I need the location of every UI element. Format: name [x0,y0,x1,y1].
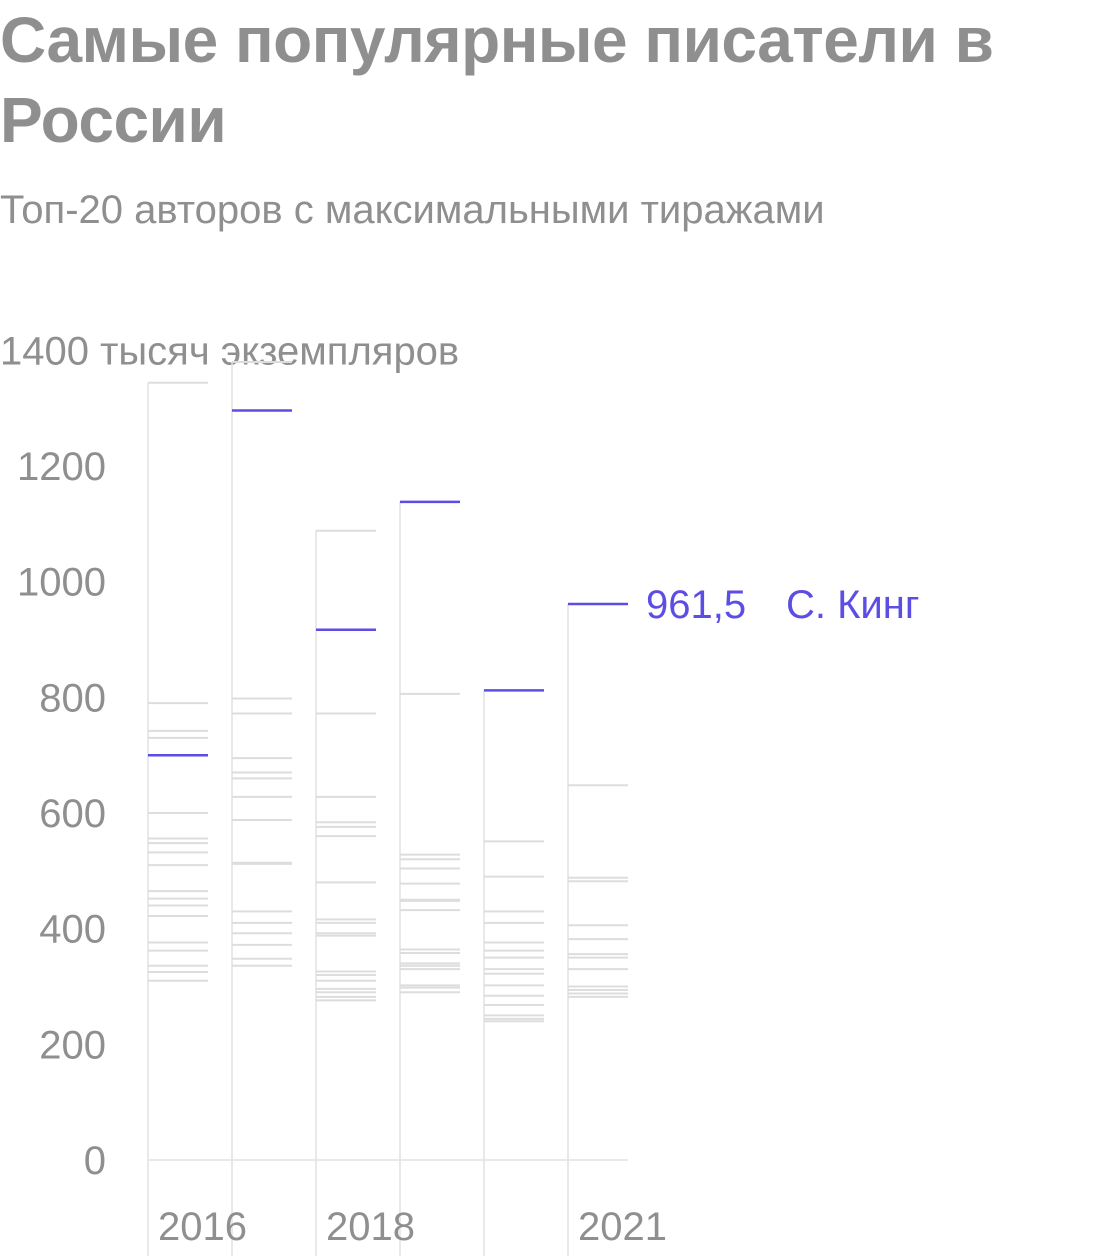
annotation-value: 961,5 [646,583,746,627]
y-tick-label: 800 [39,676,106,720]
column-guide-lines [147,361,569,1256]
y-tick-label: 400 [39,908,106,952]
author-marks [148,360,628,1023]
y-tick-label: 600 [39,792,106,836]
y-tick-label: 0 [84,1139,106,1183]
x-tick-label: 2016 [158,1205,247,1249]
y-axis-tick-labels: 0 200 400 600 800 1000 1200 1400 тысяч экземпля… [0,329,459,1183]
highlight-marks [148,409,628,757]
x-tick-label: 2018 [326,1205,415,1249]
chart-title: Самые популярные писатели в России [0,4,994,156]
annotation-author: С. Кинг [786,583,919,627]
y-tick-label: 1000 [17,561,106,605]
chart-subtitle: Топ-20 авторов с максимальными тиражами [0,188,825,232]
y-tick-label: 1400 тысяч экземпляров [0,329,459,373]
x-tick-label: 2021 [578,1205,667,1249]
y-tick-label: 200 [39,1023,106,1067]
y-tick-label: 1200 [17,445,106,489]
x-axis-tick-labels: 2016 2018 2021 [158,1205,667,1249]
